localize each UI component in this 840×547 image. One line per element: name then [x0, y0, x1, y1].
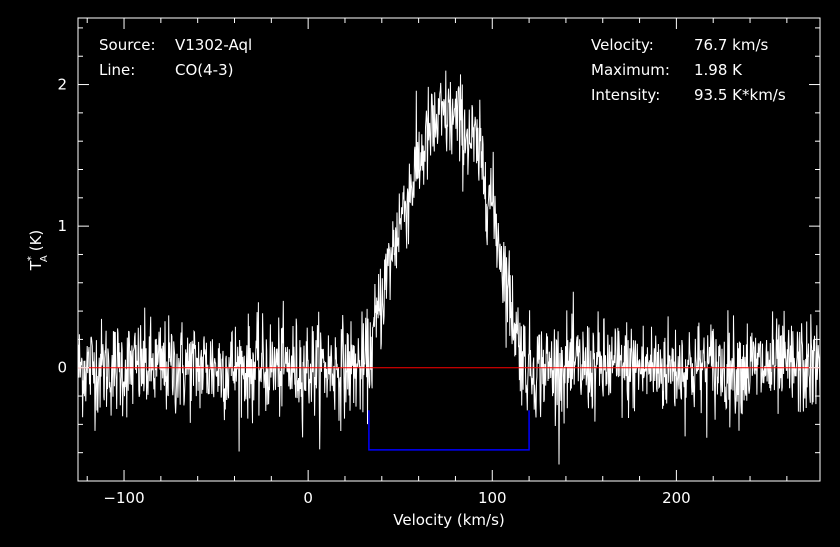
- x-tick-label: −100: [103, 489, 144, 507]
- y-axis-label-sup: *: [26, 256, 37, 261]
- info-right: Velocity: 76.7 km/s Maximum: 1.98 K Inte…: [591, 36, 786, 104]
- x-tick-label: 100: [478, 489, 507, 507]
- source-label: Source:: [99, 36, 156, 54]
- y-axis-ticks: 0 1 2: [57, 27, 820, 454]
- y-axis-label-unit: (K): [27, 230, 45, 252]
- intensity-value: 93.5 K*km/s: [694, 86, 786, 104]
- plot-frame: [77, 17, 821, 482]
- info-left: Source: V1302-Aql Line: CO(4-3): [99, 36, 252, 79]
- line-value: CO(4-3): [175, 61, 233, 79]
- maximum-label: Maximum:: [591, 61, 670, 79]
- spectrum-line: [77, 70, 821, 465]
- y-axis-label-main: T: [27, 260, 45, 271]
- velocity-value: 76.7 km/s: [694, 36, 769, 54]
- maximum-value: 1.98 K: [694, 61, 743, 79]
- intensity-label: Intensity:: [591, 86, 660, 104]
- y-tick-label: 0: [57, 359, 67, 377]
- velocity-label: Velocity:: [591, 36, 654, 54]
- y-tick-label: 2: [57, 76, 67, 94]
- x-tick-label: 200: [662, 489, 691, 507]
- x-axis-label: Velocity (km/s): [393, 511, 504, 529]
- x-tick-label: 0: [303, 489, 313, 507]
- line-label: Line:: [99, 61, 135, 79]
- y-axis-label: T* A (K): [26, 230, 50, 272]
- source-value: V1302-Aql: [175, 36, 252, 54]
- y-axis-label-sub: A: [39, 255, 50, 262]
- y-tick-label: 1: [57, 217, 67, 235]
- spectrum-series: [77, 70, 821, 465]
- integration-window: [368, 410, 530, 451]
- x-axis-ticks: −100 0 100 200: [86, 18, 788, 507]
- svg-text:T*A(K): T* A (K): [26, 230, 50, 272]
